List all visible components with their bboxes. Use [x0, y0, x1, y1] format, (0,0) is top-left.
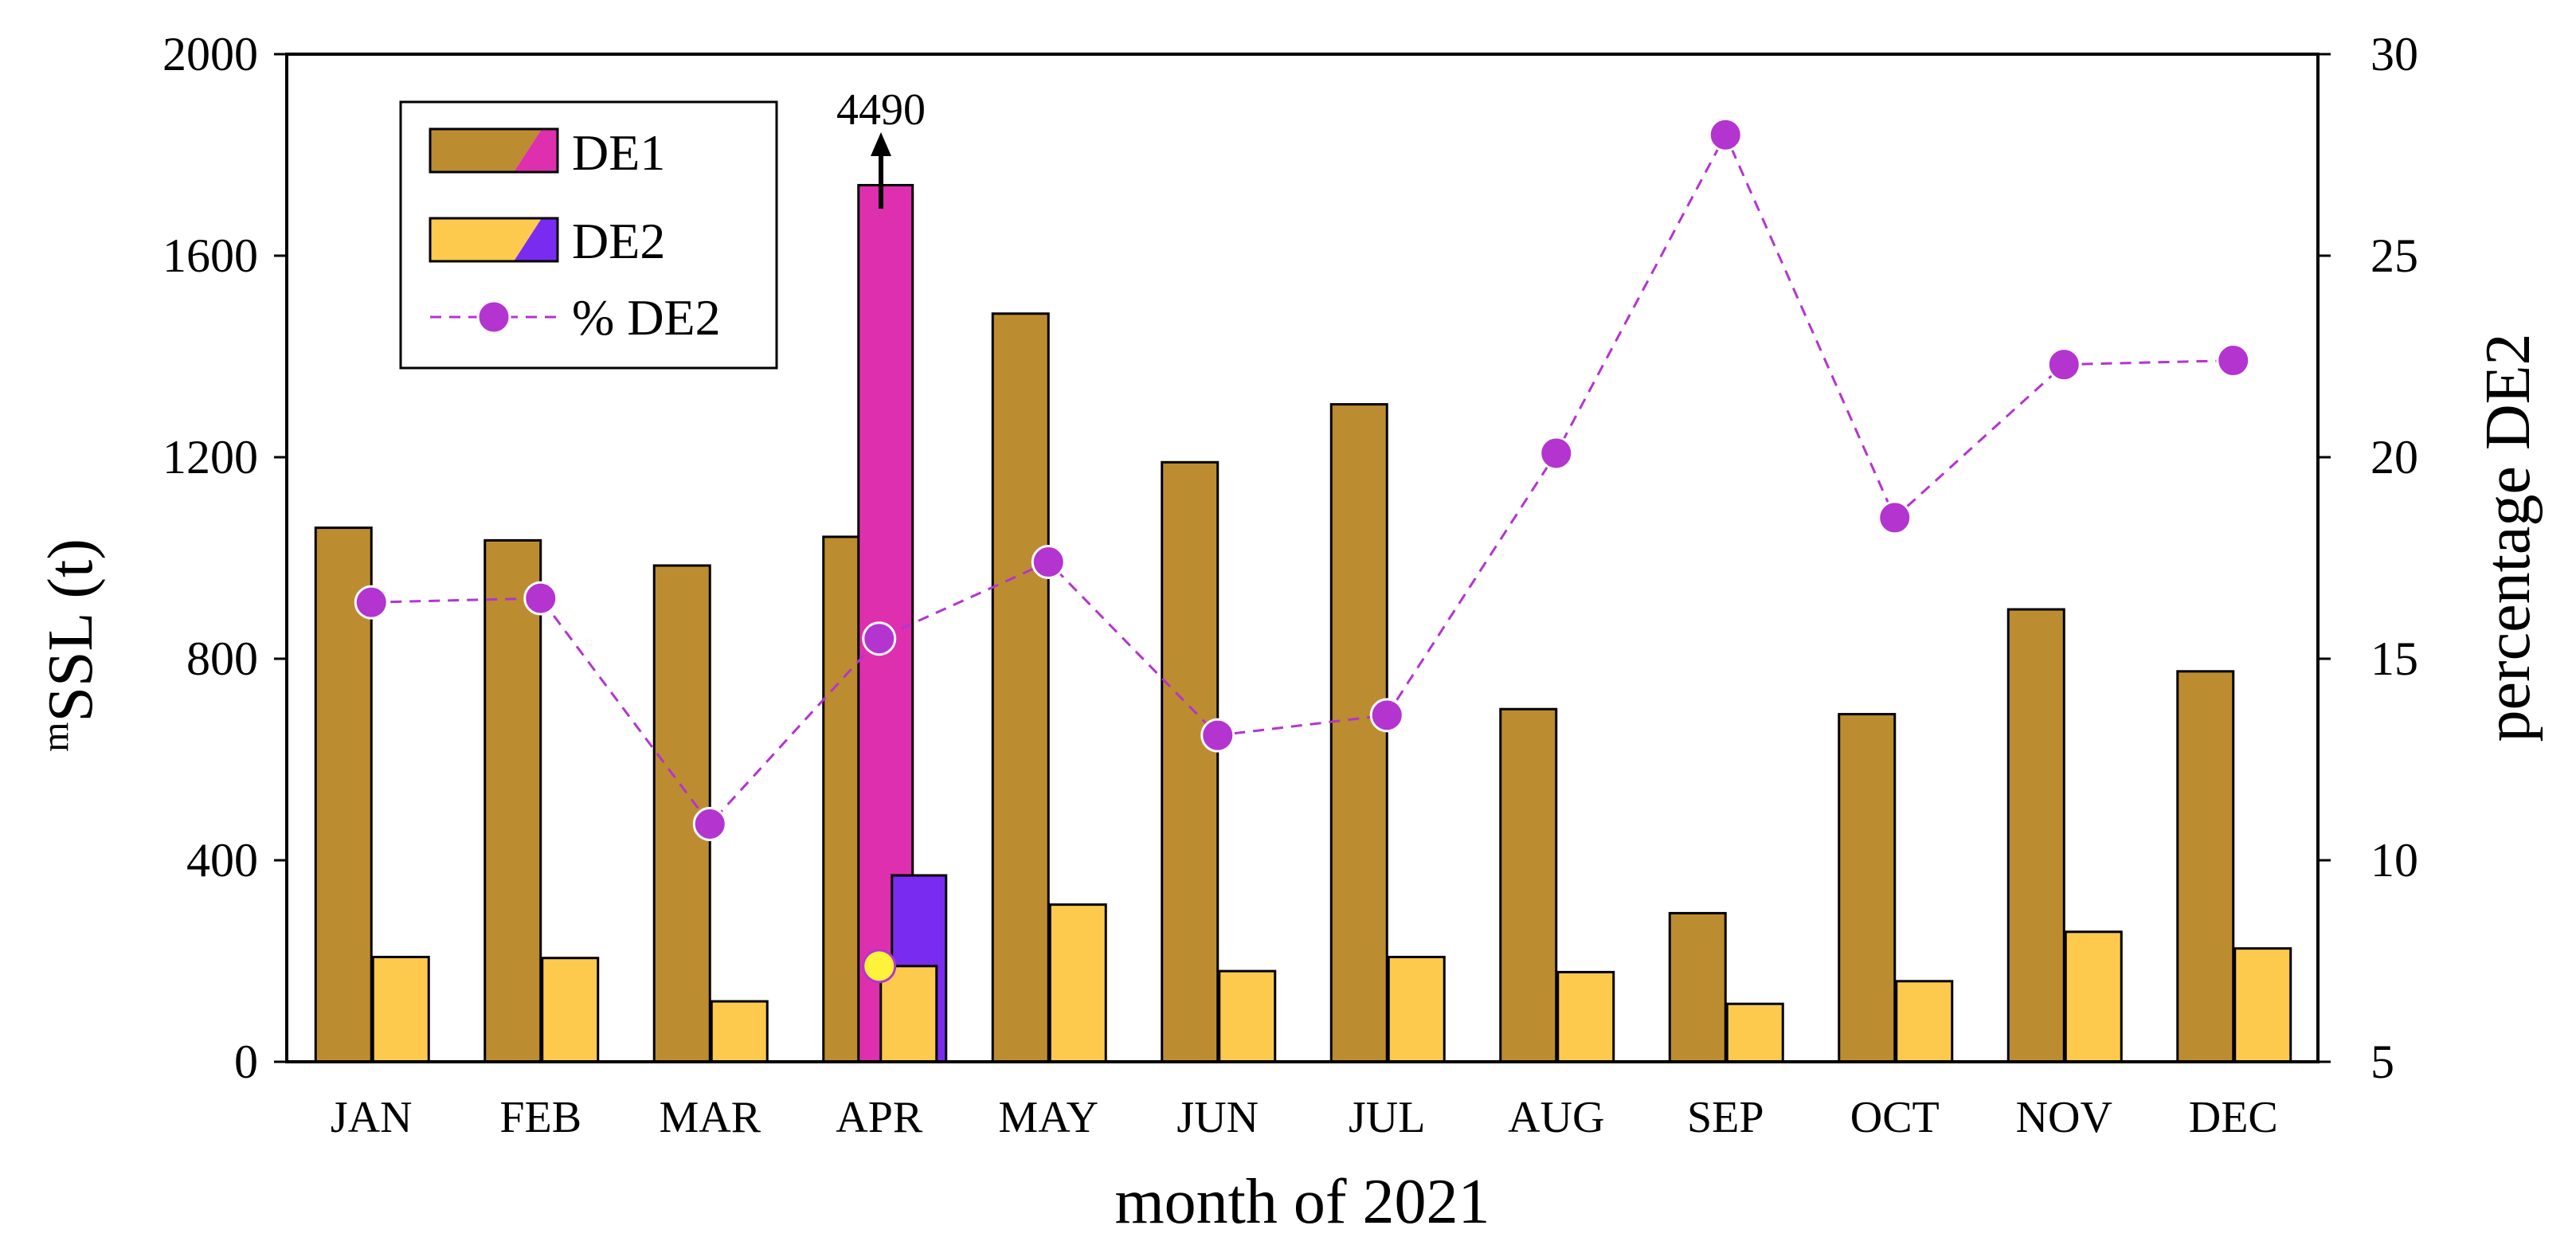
y2tick-label-20: 20 [2370, 431, 2418, 484]
bar-de2-jan [371, 955, 430, 1063]
bar-de2-aug [1556, 970, 1615, 1063]
legend-swatch-de2-highlight [514, 218, 558, 261]
right-axis: 5 10 15 20 25 30 [2318, 28, 2418, 1088]
bar-de2-oct [1895, 980, 1954, 1063]
bar-de1-oct [1838, 713, 1897, 1063]
legend-swatch-de2 [430, 218, 542, 261]
bar-de2-sep [1725, 1002, 1784, 1063]
ytick-label-400: 400 [186, 834, 258, 887]
line-percent-de2 [371, 131, 2233, 826]
xtick-label-oct: OCT [1850, 1093, 1940, 1142]
legend-label-percent-de2: % DE2 [572, 289, 721, 346]
legend-swatch-de1-highlight [514, 129, 558, 172]
xtick-label-may: MAY [998, 1093, 1098, 1142]
xtick-label-apr: APR [836, 1093, 923, 1142]
ytick-label-2000: 2000 [162, 28, 258, 80]
ytick-label-0: 0 [234, 1036, 258, 1088]
marker-percent-de2-may [1031, 545, 1066, 580]
bar-de1-aug [1499, 707, 1558, 1063]
legend-marker-percent-de2 [476, 300, 511, 335]
bar-de2-mar [710, 1000, 769, 1063]
bar-de2-feb [541, 957, 600, 1063]
y2tick-label-15: 15 [2370, 632, 2418, 685]
apr-overflow-label: 4490 [836, 85, 926, 135]
y2-axis-title: percentage DE2 [2473, 333, 2543, 742]
bar-de2-may [1048, 903, 1107, 1063]
bar-de2-jul [1387, 955, 1446, 1063]
marker-percent-de2-mar [692, 806, 727, 841]
legend: DE1 DE2 % DE2 [399, 100, 778, 370]
xtick-label-dec: DEC [2189, 1093, 2278, 1142]
y2tick-label-25: 25 [2370, 229, 2418, 282]
xtick-label-feb: FEB [499, 1093, 581, 1142]
x-axis-title: month of 2021 [1114, 1167, 1490, 1237]
y-axis-title-prefix: m [34, 722, 76, 752]
xtick-label-sep: SEP [1687, 1093, 1764, 1142]
marker-percent-de2-nov [2046, 347, 2081, 382]
legend-swatch-de2-border [429, 217, 559, 263]
marker-percent-de2-jan [354, 585, 389, 620]
legend-entry-de1: DE1 [429, 124, 665, 181]
ytick-label-1200: 1200 [162, 431, 258, 484]
legend-swatch-de1 [430, 129, 542, 172]
bar-de1-jan [314, 527, 373, 1063]
legend-entry-percent-de2: % DE2 [430, 289, 721, 346]
xtick-label-mar: MAR [659, 1093, 761, 1142]
marker-percent-de2-jul [1369, 698, 1404, 733]
marker-percent-de2-aug [1539, 436, 1574, 471]
bar-de1-dec [2176, 670, 2235, 1063]
y2tick-label-10: 10 [2370, 834, 2418, 887]
bar-de2-apr [879, 965, 938, 1063]
marker-percent-de2-oct [1877, 500, 1912, 535]
bar-de1-sep [1668, 911, 1727, 1063]
bar-de1-jun [1161, 460, 1219, 1063]
bar-de2-dec [2233, 947, 2292, 1063]
xtick-label-jul: JUL [1349, 1093, 1425, 1142]
marker-percent-de2-apr [862, 621, 897, 656]
y2tick-label-30: 30 [2370, 28, 2418, 80]
y2-axis-title-text: percentage DE2 [2473, 333, 2543, 742]
y2tick-label-5: 5 [2370, 1036, 2394, 1088]
bar-de1-nov [2006, 608, 2065, 1063]
x-axis: JAN FEB MAR APR MAY JUN JUL AUG SEP OCT NOV DEC [331, 1093, 2278, 1142]
left-axis: 0 400 800 1200 1600 2000 [162, 28, 287, 1088]
apr-overflow-annotation: 4490 [836, 85, 926, 209]
ytick-label-800: 800 [186, 632, 258, 685]
bar-de1-jul [1329, 403, 1388, 1063]
bar-de2-jun [1218, 969, 1277, 1063]
marker-percent-de2-feb [523, 581, 558, 616]
marker-percent-de2-dec [2216, 343, 2251, 378]
legend-label-de2: DE2 [572, 213, 665, 269]
legend-label-de1: DE1 [572, 124, 665, 181]
xtick-label-jun: JUN [1176, 1093, 1259, 1142]
marker-percent-de2-sep [1708, 117, 1743, 152]
ytick-label-1600: 1600 [162, 229, 258, 282]
apr-overflow-arrow-head [871, 132, 891, 156]
bar-de1-may [991, 312, 1050, 1063]
legend-entry-de2: DE2 [429, 213, 665, 269]
xtick-label-jan: JAN [331, 1093, 413, 1142]
y-axis-title-main: SSL (t) [36, 538, 106, 722]
bar-de2-nov [2064, 930, 2123, 1063]
plot-frame [285, 53, 2320, 1063]
marker-apr-de2-highlight [862, 949, 897, 984]
bar-de1-feb [483, 538, 542, 1063]
xtick-label-nov: NOV [2016, 1093, 2112, 1142]
line-layer [354, 117, 2251, 984]
legend-swatch-de1-border [429, 127, 559, 174]
xtick-label-aug: AUG [1508, 1093, 1604, 1142]
y-axis-title-text: mSSL (t) [34, 538, 106, 752]
marker-percent-de2-jun [1200, 718, 1235, 753]
y-axis-title: mSSL (t) [34, 538, 106, 752]
